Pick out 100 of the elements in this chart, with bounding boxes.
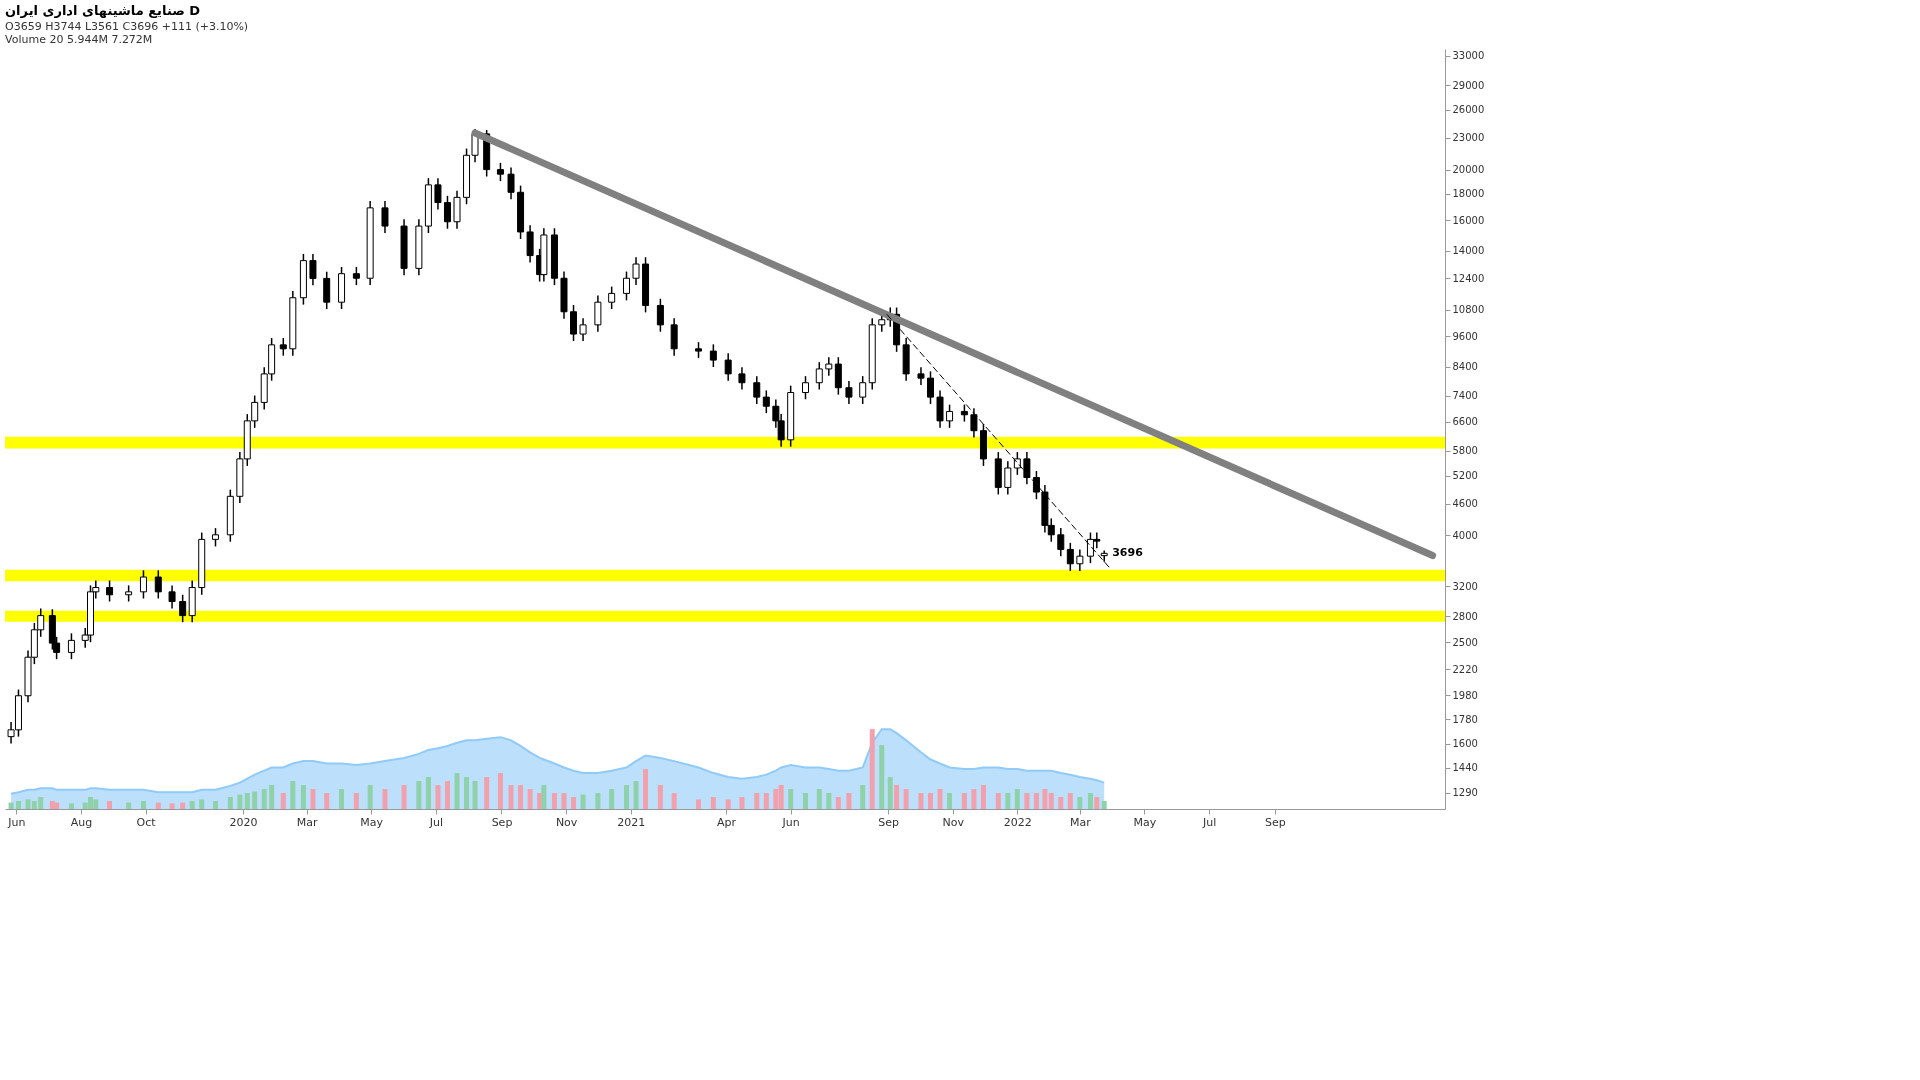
y-tick-label: 12400 bbox=[1452, 272, 1485, 284]
y-tick-label: 1290 bbox=[1452, 787, 1478, 799]
candlestick bbox=[154, 569, 162, 600]
candlestick bbox=[1023, 451, 1031, 485]
candlestick bbox=[352, 266, 360, 286]
bar bbox=[541, 785, 547, 809]
y-tick-label: 33000 bbox=[1452, 50, 1485, 62]
bar bbox=[169, 803, 175, 809]
bar bbox=[657, 785, 663, 809]
bar bbox=[869, 729, 875, 809]
bar bbox=[227, 797, 233, 809]
bar bbox=[887, 777, 893, 809]
candlestick bbox=[927, 370, 934, 405]
y-tick-label: 16000 bbox=[1452, 214, 1485, 226]
candlestick bbox=[67, 632, 75, 660]
candlestick bbox=[608, 285, 616, 310]
candlestick bbox=[1004, 460, 1012, 496]
x-tick-label: Jun bbox=[7, 815, 26, 829]
bar bbox=[609, 789, 615, 809]
bar bbox=[1067, 793, 1073, 809]
bar bbox=[199, 799, 205, 809]
candlestick bbox=[507, 166, 515, 200]
candlestick bbox=[179, 594, 187, 623]
bar bbox=[816, 789, 822, 809]
bar bbox=[1005, 793, 1011, 809]
candlestick bbox=[434, 177, 442, 211]
x-tick-label: Sep bbox=[491, 815, 513, 829]
bar bbox=[1094, 797, 1100, 809]
y-tick-label: 4600 bbox=[1452, 498, 1478, 510]
candlestick bbox=[656, 298, 664, 333]
y-tick-label: 8400 bbox=[1452, 361, 1478, 373]
bar bbox=[180, 802, 186, 809]
bar bbox=[1033, 793, 1039, 809]
candlestick bbox=[1057, 527, 1065, 557]
bar bbox=[353, 793, 359, 809]
x-tick-label: Apr bbox=[717, 815, 737, 829]
bar bbox=[324, 793, 330, 809]
bar bbox=[879, 745, 885, 809]
bar bbox=[8, 802, 14, 809]
y-tick-label: 5200 bbox=[1452, 470, 1478, 482]
bar bbox=[1042, 789, 1048, 809]
bar bbox=[928, 793, 933, 809]
candlestick bbox=[579, 317, 587, 342]
candlestick bbox=[762, 389, 770, 414]
bar bbox=[508, 785, 514, 809]
x-tick-label: Jun bbox=[781, 815, 800, 829]
bar bbox=[339, 789, 345, 809]
candlestick bbox=[670, 317, 678, 357]
bar bbox=[1024, 793, 1030, 809]
bar bbox=[261, 789, 267, 809]
bar bbox=[1048, 793, 1054, 809]
y-tick-label: 9600 bbox=[1452, 330, 1478, 342]
bar bbox=[527, 789, 533, 809]
bar bbox=[472, 781, 478, 809]
x-tick-label: 2022 bbox=[1003, 815, 1032, 829]
bar bbox=[826, 793, 832, 809]
bar bbox=[444, 781, 450, 809]
bar bbox=[788, 789, 794, 809]
bar bbox=[803, 793, 808, 809]
candlestick bbox=[139, 569, 147, 600]
candlestick bbox=[381, 200, 389, 234]
bar bbox=[903, 789, 909, 809]
bar bbox=[237, 794, 243, 809]
bar bbox=[189, 801, 195, 809]
candlestick bbox=[622, 270, 630, 302]
candlestick bbox=[212, 527, 219, 548]
annotation: 3696 bbox=[1112, 546, 1144, 560]
candlestick bbox=[570, 304, 578, 342]
y-tick-label: 18000 bbox=[1452, 188, 1485, 200]
x-tick-label: Oct bbox=[136, 815, 157, 829]
bar bbox=[252, 791, 258, 809]
bar bbox=[1077, 797, 1083, 809]
candlestick bbox=[323, 270, 331, 310]
bar bbox=[518, 785, 524, 809]
bar bbox=[710, 797, 716, 809]
candlestick bbox=[526, 224, 534, 264]
bar bbox=[551, 793, 557, 809]
bar bbox=[484, 777, 490, 809]
candlestick bbox=[834, 356, 842, 396]
candlestick bbox=[309, 253, 317, 287]
bar bbox=[290, 781, 296, 809]
bar bbox=[126, 802, 132, 809]
candlestick bbox=[724, 352, 732, 382]
y-tick-label: 10800 bbox=[1452, 304, 1485, 316]
x-tick-label: May bbox=[360, 815, 384, 829]
bar bbox=[937, 789, 943, 809]
bar bbox=[623, 785, 629, 809]
y-tick-label: 5800 bbox=[1452, 445, 1478, 457]
y-tick-label: 2800 bbox=[1452, 610, 1478, 622]
bar bbox=[68, 803, 74, 809]
bar bbox=[980, 785, 986, 809]
bar bbox=[107, 801, 113, 809]
bar bbox=[571, 797, 577, 809]
candlestick bbox=[859, 375, 867, 405]
bar bbox=[497, 773, 503, 809]
candlestick bbox=[496, 162, 504, 182]
y-tick-label: 4000 bbox=[1452, 529, 1478, 541]
x-tick-label: Jul bbox=[428, 815, 443, 829]
bar bbox=[140, 801, 146, 809]
candlestick bbox=[632, 256, 640, 286]
